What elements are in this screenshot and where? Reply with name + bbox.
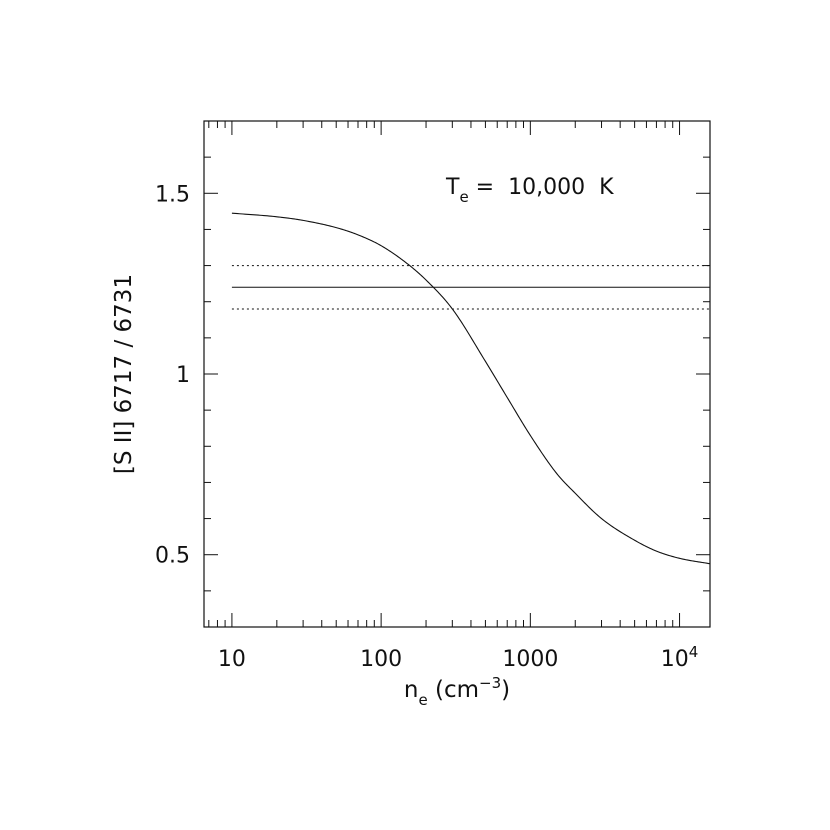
x-tick-label: 10 — [218, 647, 246, 672]
reference-lines — [231, 265, 710, 310]
x-tick-label: 1000 — [502, 647, 558, 672]
tick-marks — [204, 121, 710, 627]
ratio-density-curve — [231, 212, 711, 565]
temperature-annotation: Te = 10,000 K — [445, 175, 614, 206]
x-axis-title: ne (cm−3) — [404, 674, 510, 709]
y-tick-label: 1 — [176, 363, 190, 388]
x-tick-label: 100 — [360, 647, 402, 672]
y-axis-title: [S II] 6717 / 6731 — [111, 274, 137, 474]
y-tick-label: 1.5 — [155, 182, 190, 207]
y-tick-label: 0.5 — [155, 544, 190, 569]
tick-labels: 10 100 1000 104 0.5 1 1.5 — [155, 182, 698, 672]
x-tick-label: 104 — [661, 643, 699, 672]
data-series — [231, 212, 711, 565]
